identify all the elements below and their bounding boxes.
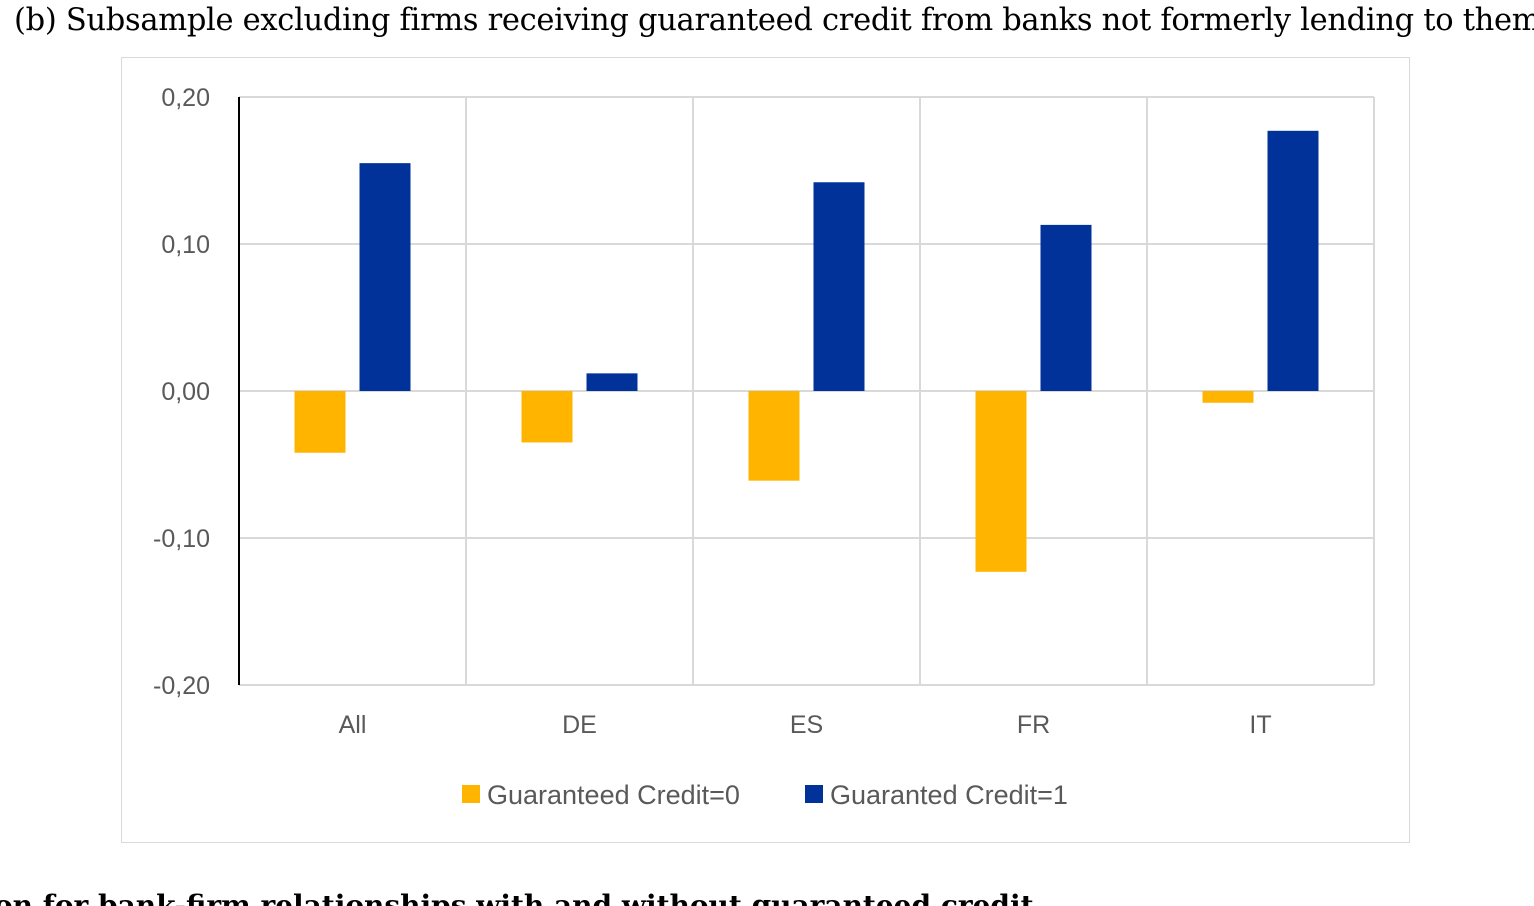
x-tick-label: IT (1249, 711, 1271, 739)
y-tick-label: 0,20 (161, 84, 210, 112)
footer-caption-text: on for bank-firm relationships with and … (0, 889, 1034, 906)
bar-all-series-1 (359, 163, 411, 391)
footer-caption-cut: on for bank-firm relationships with and … (0, 887, 1534, 906)
bar-fr-series-1 (1040, 224, 1092, 391)
bar-chart: 0,20 0,10 0,00 -0,10 -0,20 All DE ES FR IT Guara… (153, 84, 1375, 810)
x-tick-label: All (339, 711, 367, 739)
legend-label: Guaranteed Credit=0 (487, 780, 740, 810)
gridlines (239, 96, 1375, 686)
bar-it-series-1 (1267, 130, 1319, 391)
legend-swatch (805, 785, 823, 803)
bar-all-series-0 (294, 391, 346, 453)
y-tick-label: 0,10 (161, 231, 210, 259)
y-tick-label: 0,00 (161, 378, 210, 406)
legend-swatch (462, 785, 480, 803)
x-tick-label: FR (1017, 711, 1050, 739)
figure-caption: (b) Subsample excluding firms receiving … (14, 3, 1534, 38)
bar-de-series-0 (521, 391, 573, 443)
bar-it-series-0 (1202, 391, 1254, 403)
x-tick-label: ES (790, 711, 823, 739)
x-tick-label: DE (562, 711, 597, 739)
legend-label: Guaranted Credit=1 (830, 780, 1068, 810)
bar-es-series-0 (748, 391, 800, 481)
y-tick-labels: 0,20 0,10 0,00 -0,10 -0,20 (153, 84, 210, 700)
x-category-labels: All DE ES FR IT (339, 711, 1272, 739)
bar-fr-series-0 (975, 391, 1027, 572)
y-tick-label: -0,10 (153, 525, 210, 553)
bar-de-series-1 (586, 373, 638, 391)
chart-frame: 0,20 0,10 0,00 -0,10 -0,20 All DE ES FR IT Guara… (121, 57, 1410, 843)
bar-es-series-1 (813, 182, 865, 391)
legend: Guaranteed Credit=0 Guaranted Credit=1 (462, 780, 1068, 810)
bars (294, 130, 1319, 572)
y-tick-label: -0,20 (153, 672, 210, 700)
